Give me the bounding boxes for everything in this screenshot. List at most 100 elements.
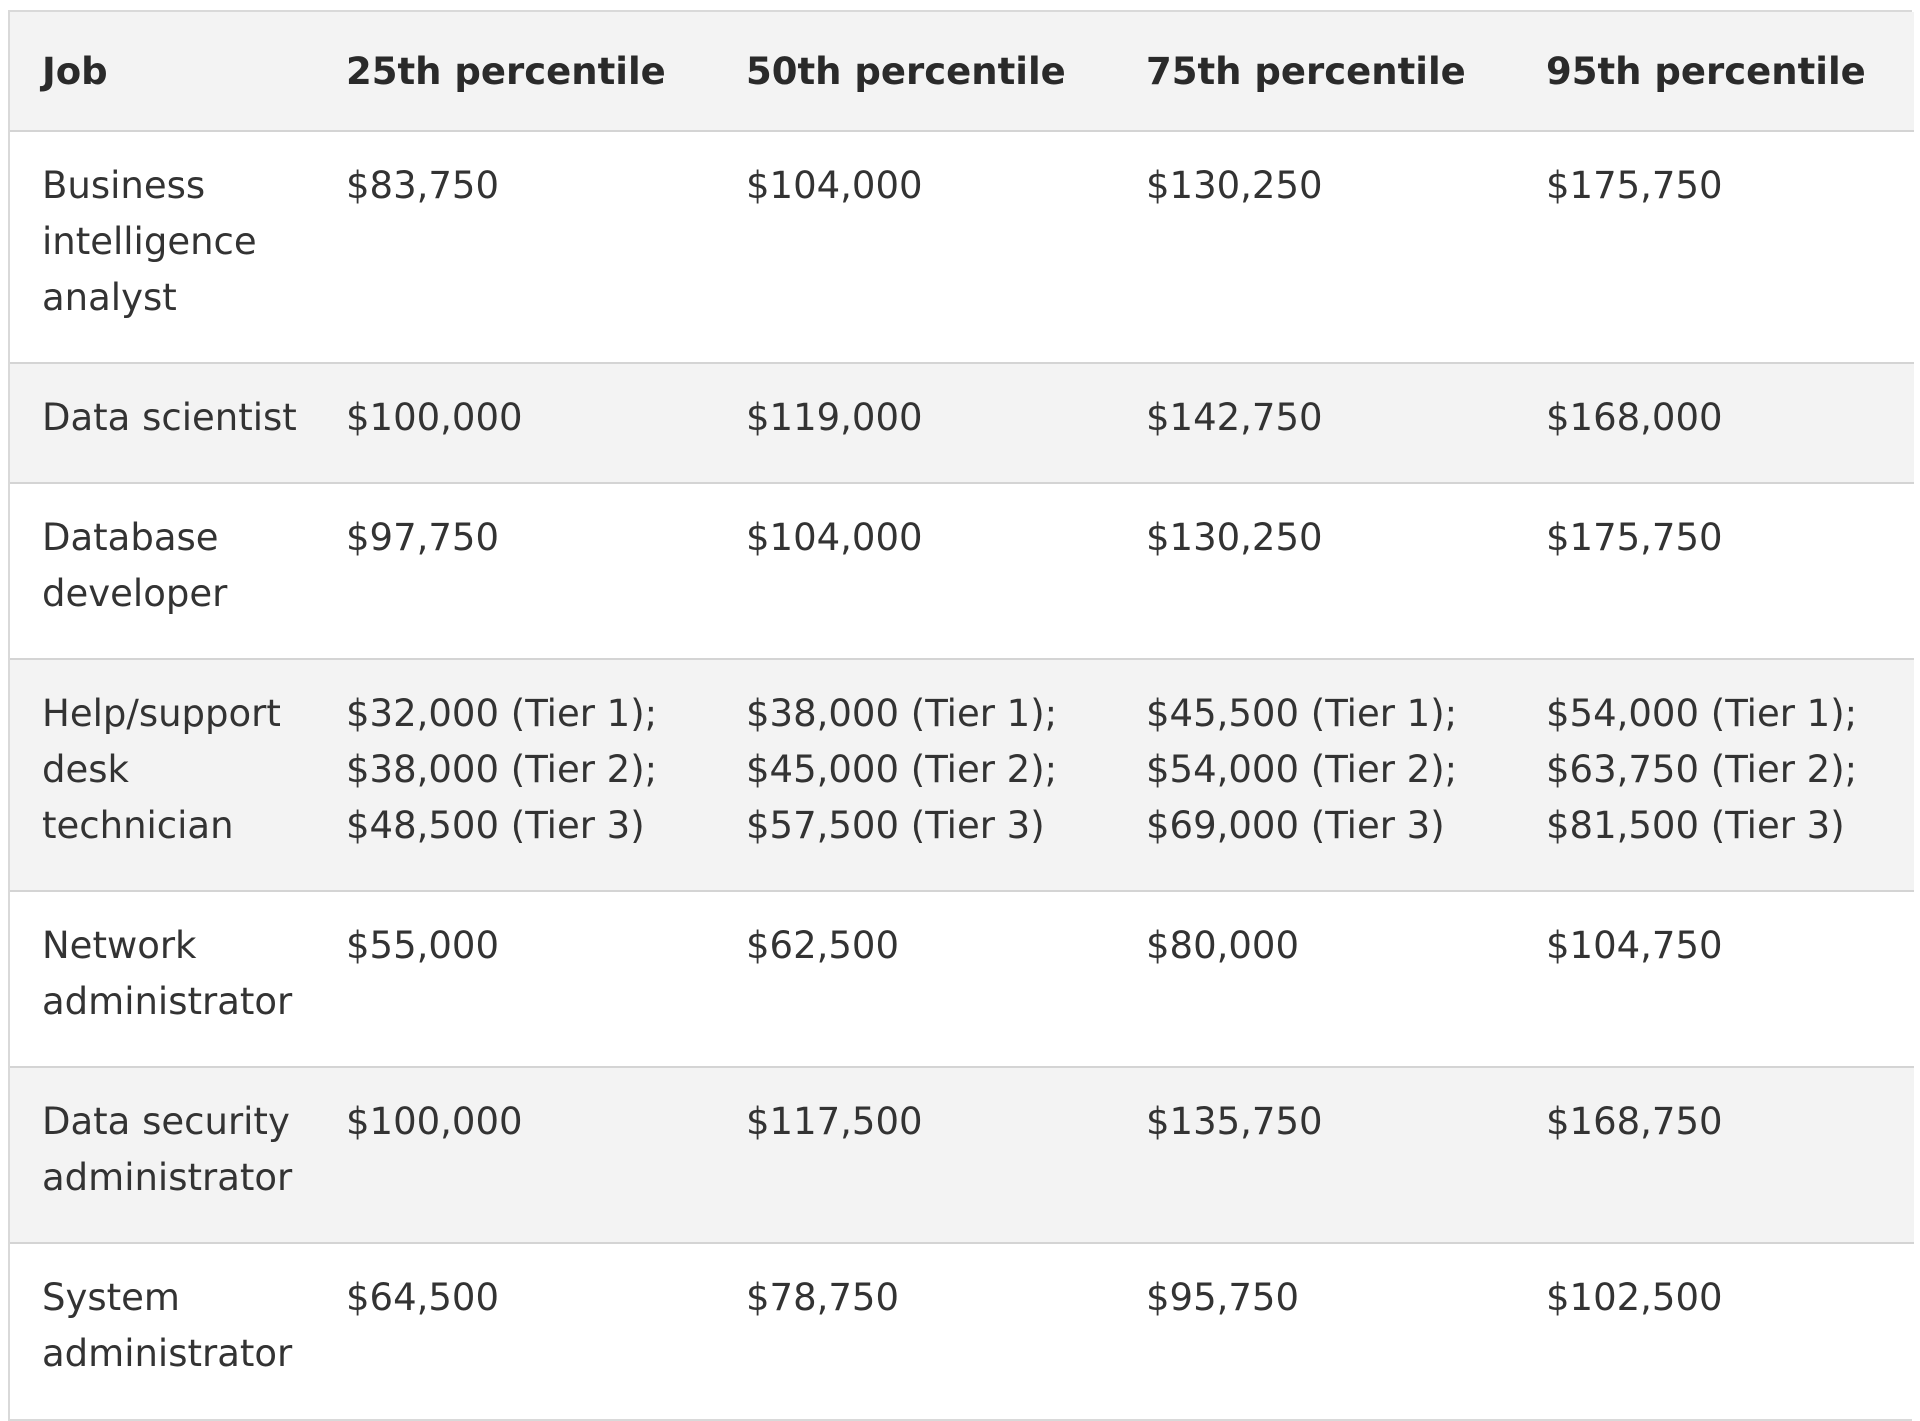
cell-text: $45,000 (Tier 2); bbox=[746, 748, 1058, 791]
cell-text: desk bbox=[42, 748, 129, 791]
cell-text: $55,000 bbox=[346, 924, 500, 967]
cell-text: $57,500 (Tier 3) bbox=[746, 804, 1045, 847]
p25-cell: $32,000 (Tier 1); $38,000 (Tier 2); $48,50… bbox=[314, 658, 714, 891]
p75-cell: $135,750 bbox=[1114, 1066, 1514, 1243]
p95-cell: $54,000 (Tier 1); $63,750 (Tier 2); $81,50… bbox=[1514, 658, 1914, 891]
p75-cell: $130,250 bbox=[1114, 482, 1514, 659]
cell-text: $45,500 (Tier 1); bbox=[1146, 692, 1458, 735]
p95-cell: $102,500 bbox=[1514, 1242, 1914, 1419]
cell-text: Help/support bbox=[42, 692, 281, 735]
cell-text: technician bbox=[42, 804, 234, 847]
cell-text: $102,500 bbox=[1546, 1276, 1723, 1319]
cell-text: $54,000 (Tier 1); bbox=[1546, 692, 1858, 735]
cell-text: $83,750 bbox=[346, 164, 500, 207]
p50-cell: $104,000 bbox=[714, 130, 1114, 363]
cell-text: $80,000 bbox=[1146, 924, 1300, 967]
cell-text: $48,500 (Tier 3) bbox=[346, 804, 645, 847]
cell-text: $78,750 bbox=[746, 1276, 900, 1319]
p25-cell: $55,000 bbox=[314, 890, 714, 1067]
cell-text: System bbox=[42, 1276, 180, 1319]
cell-text: $104,000 bbox=[746, 516, 923, 559]
cell-text: Data scientist bbox=[42, 396, 297, 439]
cell-text: $130,250 bbox=[1146, 516, 1323, 559]
p75-cell: $95,750 bbox=[1114, 1242, 1514, 1419]
cell-text: analyst bbox=[42, 276, 177, 319]
p75-cell: $45,500 (Tier 1); $54,000 (Tier 2); $69,00… bbox=[1114, 658, 1514, 891]
p50-cell: $117,500 bbox=[714, 1066, 1114, 1243]
cell-text: $104,000 bbox=[746, 164, 923, 207]
cell-text: $62,500 bbox=[746, 924, 900, 967]
p50-cell: $119,000 bbox=[714, 362, 1114, 483]
cell-text: administrator bbox=[42, 1156, 293, 1199]
cell-text: $38,000 (Tier 1); bbox=[746, 692, 1058, 735]
cell-text: $168,750 bbox=[1546, 1100, 1723, 1143]
cell-text: $100,000 bbox=[346, 396, 523, 439]
salary-percentile-table: Job 25th percentile 50th percentile 75th… bbox=[10, 12, 1914, 1419]
cell-text: $63,750 (Tier 2); bbox=[1546, 748, 1858, 791]
p50-cell: $78,750 bbox=[714, 1242, 1114, 1419]
p75-cell: $80,000 bbox=[1114, 890, 1514, 1067]
cell-text: Network bbox=[42, 924, 197, 967]
cell-text: $64,500 bbox=[346, 1276, 500, 1319]
cell-text: $38,000 (Tier 2); bbox=[346, 748, 658, 791]
cell-text: $175,750 bbox=[1546, 164, 1723, 207]
header-25th-percentile: 25th percentile bbox=[314, 12, 714, 132]
job-cell: Network administrator bbox=[10, 890, 314, 1067]
cell-text: intelligence bbox=[42, 220, 257, 263]
header-row: Job 25th percentile 50th percentile 75th… bbox=[10, 12, 1914, 132]
table-row: Business intelligence analyst $83,750 $104,0… bbox=[10, 130, 1914, 363]
cell-text: $117,500 bbox=[746, 1100, 923, 1143]
p95-cell: $175,750 bbox=[1514, 130, 1914, 363]
table-row: Help/support desk technician $32,000 (Tier … bbox=[10, 658, 1914, 891]
p75-cell: $142,750 bbox=[1114, 362, 1514, 483]
cell-text: $104,750 bbox=[1546, 924, 1723, 967]
table-row: System administrator $64,500 $78,750 $95,750… bbox=[10, 1242, 1914, 1419]
p50-cell: $38,000 (Tier 1); $45,000 (Tier 2); $57,50… bbox=[714, 658, 1114, 891]
cell-text: $135,750 bbox=[1146, 1100, 1323, 1143]
p25-cell: $100,000 bbox=[314, 362, 714, 483]
cell-text: $95,750 bbox=[1146, 1276, 1300, 1319]
table-row: Network administrator $55,000 $62,500 $80,00… bbox=[10, 890, 1914, 1067]
table-row: Data scientist $100,000 $119,000 $142,750 $1… bbox=[10, 362, 1914, 483]
salary-table-container: Job 25th percentile 50th percentile 75th… bbox=[8, 10, 1914, 1421]
p50-cell: $62,500 bbox=[714, 890, 1114, 1067]
job-cell: Data scientist bbox=[10, 362, 314, 483]
cell-text: $175,750 bbox=[1546, 516, 1723, 559]
cell-text: $54,000 (Tier 2); bbox=[1146, 748, 1458, 791]
cell-text: Business bbox=[42, 164, 206, 207]
job-cell: Database developer bbox=[10, 482, 314, 659]
p95-cell: $104,750 bbox=[1514, 890, 1914, 1067]
job-cell: System administrator bbox=[10, 1242, 314, 1419]
p95-cell: $168,750 bbox=[1514, 1066, 1914, 1243]
job-cell: Help/support desk technician bbox=[10, 658, 314, 891]
cell-text: Database bbox=[42, 516, 219, 559]
header-95th-percentile: 95th percentile bbox=[1514, 12, 1914, 132]
p75-cell: $130,250 bbox=[1114, 130, 1514, 363]
cell-text: $81,500 (Tier 3) bbox=[1546, 804, 1845, 847]
cell-text: developer bbox=[42, 572, 228, 615]
p95-cell: $175,750 bbox=[1514, 482, 1914, 659]
table-header: Job 25th percentile 50th percentile 75th… bbox=[10, 12, 1914, 132]
p95-cell: $168,000 bbox=[1514, 362, 1914, 483]
table-row: Data security administrator $100,000 $117,5… bbox=[10, 1066, 1914, 1243]
cell-text: $130,250 bbox=[1146, 164, 1323, 207]
cell-text: administrator bbox=[42, 980, 293, 1023]
cell-text: administrator bbox=[42, 1332, 293, 1375]
header-job: Job bbox=[10, 12, 314, 132]
cell-text: $69,000 (Tier 3) bbox=[1146, 804, 1445, 847]
job-cell: Data security administrator bbox=[10, 1066, 314, 1243]
table-row: Database developer $97,750 $104,000 $130,250… bbox=[10, 482, 1914, 659]
p25-cell: $64,500 bbox=[314, 1242, 714, 1419]
table-body: Business intelligence analyst $83,750 $104,0… bbox=[10, 130, 1914, 1419]
job-cell: Business intelligence analyst bbox=[10, 130, 314, 363]
p25-cell: $83,750 bbox=[314, 130, 714, 363]
cell-text: $168,000 bbox=[1546, 396, 1723, 439]
p25-cell: $100,000 bbox=[314, 1066, 714, 1243]
cell-text: $97,750 bbox=[346, 516, 500, 559]
cell-text: $100,000 bbox=[346, 1100, 523, 1143]
cell-text: Data security bbox=[42, 1100, 290, 1143]
header-50th-percentile: 50th percentile bbox=[714, 12, 1114, 132]
p50-cell: $104,000 bbox=[714, 482, 1114, 659]
cell-text: $32,000 (Tier 1); bbox=[346, 692, 658, 735]
header-75th-percentile: 75th percentile bbox=[1114, 12, 1514, 132]
